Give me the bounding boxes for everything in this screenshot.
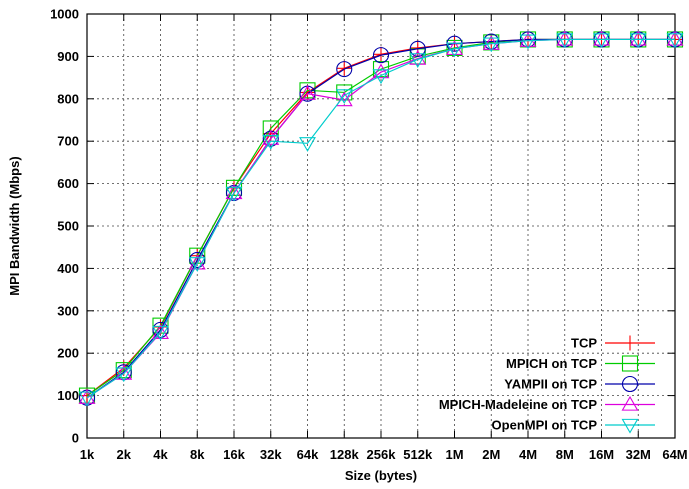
data-point [482,35,500,50]
y-tick-label: 200 [57,346,79,361]
data-point [556,30,574,46]
x-tick-label: 256k [367,447,397,462]
y-tick-label: 500 [57,219,79,234]
x-tick-label: 16k [223,447,245,462]
x-tick-label: 64M [662,447,687,462]
data-point [629,30,647,46]
x-tick-label: 2M [482,447,500,462]
x-axis-label: Size (bytes) [345,468,417,483]
legend-entry: OpenMPI on TCP [492,418,655,434]
x-tick-label: 16M [589,447,614,462]
data-point [593,33,610,49]
x-tick-label: 4k [153,447,168,462]
legend-label: MPICH on TCP [506,356,597,371]
data-point [115,367,133,383]
data-point [152,325,169,341]
data-point [115,364,133,380]
legend-marker [622,335,638,351]
data-point [629,33,647,49]
data-point [666,33,684,49]
legend-entry: YAMPII on TCP [504,375,655,393]
y-tick-label: 100 [57,388,79,403]
data-point [519,31,537,48]
legend-label: TCP [571,336,597,351]
data-point [299,137,316,152]
data-point [188,254,206,270]
x-tick-label: 1M [445,447,463,462]
data-point [152,321,169,338]
data-point [262,130,280,145]
series-lines [78,30,684,407]
x-tick-label: 128k [330,447,360,462]
data-point [372,69,390,85]
data-point [225,184,243,200]
data-point [409,49,427,65]
data-point [299,85,316,100]
y-axis-label: MPI Bandwidth (Mbps) [7,156,22,295]
grid-lines [87,14,675,438]
legend-entry: TCP [571,335,655,351]
data-point [78,389,96,404]
x-tick-label: 32M [626,447,651,462]
data-point [225,186,243,202]
data-point [593,30,610,46]
x-tick-label: 8k [190,447,205,462]
data-point [262,135,280,150]
y-tick-label: 900 [57,49,79,64]
data-point [446,42,463,58]
legend-marker [621,418,639,434]
series-line [86,38,675,399]
data-point [409,53,427,68]
x-tick-label: 32k [260,447,282,462]
series-openmpi-on-tcp [78,33,684,407]
data-point [372,47,390,64]
y-tick-label: 700 [57,134,79,149]
data-point [78,391,96,407]
data-point [189,251,206,268]
y-tick-label: 600 [57,176,79,191]
data-point [335,89,353,105]
y-tick-label: 800 [57,91,79,106]
legend-marker [621,375,639,393]
data-point [336,61,353,78]
legend-marker [621,355,639,372]
legend-entry: MPICH on TCP [506,355,655,372]
data-point [556,33,574,49]
data-point [519,32,537,47]
data-point [335,91,353,107]
y-tick-label: 0 [72,431,79,446]
data-point [482,37,500,53]
data-point [372,63,390,79]
x-tick-label: 1k [80,447,95,462]
legend-label: OpenMPI on TCP [492,418,598,433]
legend-entry: MPICH-Madeleine on TCP [439,395,655,412]
legend-marker [621,395,639,411]
x-tick-label: 4M [519,447,537,462]
data-point [666,30,684,46]
data-point [299,82,316,99]
x-tick-label: 512k [403,447,433,462]
y-tick-label: 400 [57,261,79,276]
axes: 0 100 200 300 400 500 600 700 800 900 1000 1k 2k 4k 8k… [50,7,688,463]
x-tick-label: 2k [117,447,132,462]
data-point [519,34,537,50]
legend-label: MPICH-Madeleine on TCP [439,397,598,412]
x-tick-label: 64k [297,447,319,462]
legend: TCP MPICH on TCP YAMPII on TCP MPICH-Madele… [439,335,655,434]
data-point [188,257,206,272]
legend-label: YAMPII on TCP [504,377,597,392]
data-point [336,60,352,76]
data-point [115,364,132,381]
y-tick-label: 300 [57,303,79,318]
y-tick-label: 1000 [50,7,79,22]
data-point [409,40,426,57]
x-tick-label: 8M [556,447,574,462]
